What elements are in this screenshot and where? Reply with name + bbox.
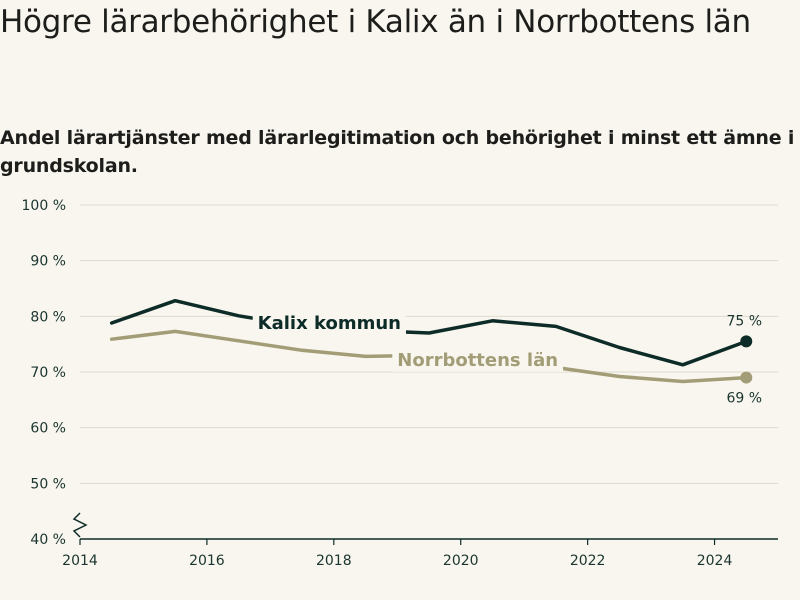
chart-title: Högre lärarbehörighet i Kalix än i Norrb… (0, 4, 751, 40)
end-value-label: 69 % (726, 391, 762, 407)
y-tick-label: 50 % (30, 476, 66, 492)
chart-subtitle: Andel lärartjänster med lärarlegitimatio… (0, 127, 795, 177)
series-label-background (392, 348, 564, 372)
y-tick-label: 40 % (30, 532, 66, 548)
series-line-kalix (109, 298, 749, 367)
y-tick-label: 60 % (30, 421, 66, 437)
x-axis: 2014 2016 2018 2020 2022 2024 (62, 512, 778, 569)
y-tick-label: 80 % (30, 309, 66, 325)
series-labels: 75 % 69 % Kalix kommun Norrbottens län (252, 312, 762, 407)
grid-lines (80, 204, 778, 484)
y-tick-label: 100 % (22, 198, 66, 214)
x-tick-label: 2022 (570, 553, 606, 569)
x-tick-label: 2014 (62, 553, 98, 569)
x-tick-label: 2016 (189, 553, 225, 569)
end-point-marker (740, 335, 753, 348)
x-tick-label: 2024 (697, 553, 733, 569)
y-tick-label: 70 % (30, 365, 66, 381)
series-label-background (252, 312, 406, 336)
end-value-label: 75 % (726, 313, 762, 329)
x-tick-label: 2020 (443, 553, 479, 569)
series-label-norrbotten: Norrbottens län (397, 350, 558, 371)
y-axis: 100 % 90 % 80 % 70 % 60 % 50 % 40 % (22, 198, 66, 548)
y-tick-label: 90 % (30, 254, 66, 270)
axis-break-icon (72, 512, 88, 538)
end-point-marker (740, 371, 753, 384)
series-label-kalix: Kalix kommun (258, 313, 401, 334)
x-tick-label: 2018 (316, 553, 352, 569)
